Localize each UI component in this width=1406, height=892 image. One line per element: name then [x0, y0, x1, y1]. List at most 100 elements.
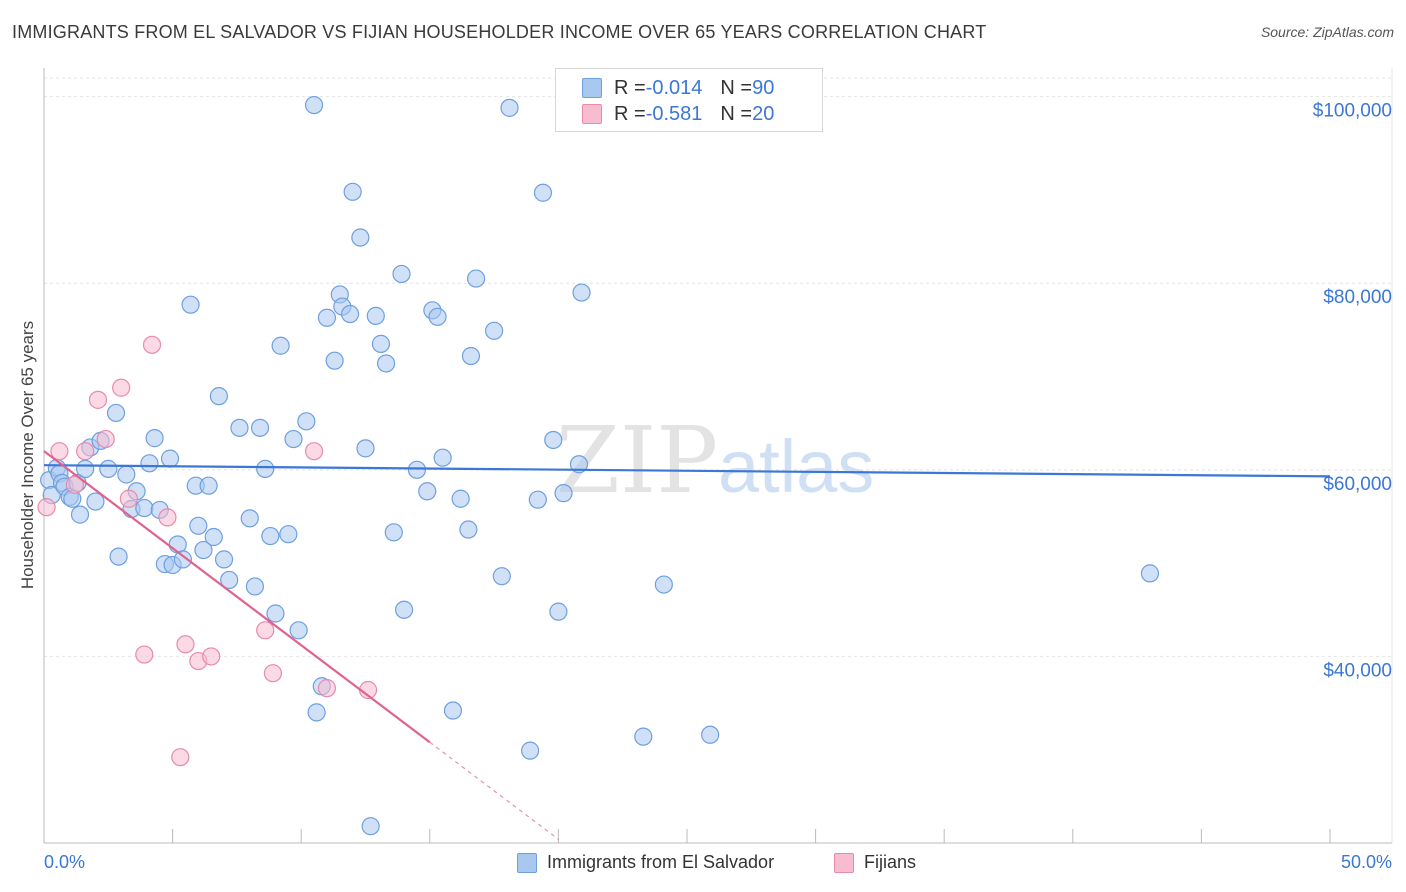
fijian-trend-line	[43, 450, 431, 744]
el-salvador-point	[145, 429, 164, 448]
y-tick-label: $60,000	[1323, 474, 1392, 495]
el-salvador-point	[76, 459, 95, 478]
legend-n-label: N =	[720, 102, 753, 125]
el-salvador-point	[366, 306, 385, 325]
y-tick-label: $40,000	[1323, 660, 1392, 681]
el-salvador-point	[533, 183, 553, 202]
el-salvador-point	[634, 727, 653, 746]
el-salvador-point	[492, 567, 511, 586]
legend-r-label: R =	[614, 102, 646, 125]
el-salvador-point	[428, 307, 447, 326]
el-salvador-point	[466, 269, 486, 288]
tick-labels: $40,000 $60,000 $80,000 $100,000 0.0% 50.0%	[44, 101, 1392, 872]
el-salvador-point	[289, 621, 308, 640]
x-tick-label: 0.0%	[44, 852, 85, 872]
el-salvador-point	[220, 570, 239, 590]
el-salvador-point	[99, 459, 118, 478]
el-salvador-point	[70, 505, 90, 524]
el-salvador-point	[384, 523, 403, 542]
el-salvador-point	[240, 509, 259, 528]
el-salvador-point	[1140, 564, 1160, 583]
el-salvador-point	[433, 448, 452, 467]
y-tick-label: $80,000	[1323, 287, 1392, 308]
legend-r-value: -0.014	[645, 76, 703, 99]
el-salvador-point	[392, 264, 411, 284]
fijian-point	[176, 635, 195, 654]
el-salvador-point	[250, 418, 270, 437]
legend-swatch-fijians	[834, 852, 854, 873]
el-salvador-point	[189, 516, 208, 535]
fijian-point	[158, 508, 177, 527]
el-salvador-point	[181, 295, 200, 314]
el-salvador-point	[701, 725, 720, 744]
source-label: Source: ZipAtlas.com	[1260, 24, 1394, 40]
el-salvador-point	[394, 600, 414, 619]
el-salvador-point	[407, 460, 427, 479]
fijian-point	[65, 475, 84, 494]
el-salvador-point	[109, 547, 128, 566]
el-salvador-point	[325, 351, 344, 370]
el-salvador-point	[279, 525, 298, 544]
legend-n-label: N =	[720, 76, 753, 99]
fijian-point	[112, 378, 131, 397]
legend-row-el-salvador: R = -0.014 N = 90	[582, 76, 774, 100]
fijian-point	[88, 390, 108, 409]
el-salvador-point	[304, 95, 324, 115]
legend-label-fijians: Fijians	[864, 852, 917, 872]
el-salvador-point	[549, 602, 568, 621]
el-salvador-point	[106, 403, 126, 423]
el-salvador-point	[343, 182, 362, 201]
el-salvador-point	[86, 492, 105, 511]
el-salvador-point	[351, 228, 370, 247]
el-salvador-point	[245, 577, 265, 596]
el-salvador-point	[569, 455, 589, 474]
el-salvador-point	[204, 527, 223, 547]
el-salvador-point	[376, 354, 396, 373]
legend-swatch-el-salvador	[517, 852, 537, 873]
el-salvador-point	[307, 703, 326, 722]
el-salvador-point	[209, 387, 228, 406]
el-salvador-point	[230, 418, 249, 437]
legend-n-value: 90	[752, 76, 775, 99]
fijian-point	[202, 647, 221, 666]
series-legend: Immigrants from El Salvador Fijians	[0, 852, 1406, 878]
fijian-point	[304, 442, 324, 461]
data-points	[37, 95, 1160, 836]
el-salvador-point	[443, 701, 463, 720]
el-salvador-point	[266, 604, 285, 623]
el-salvador-point	[485, 321, 504, 340]
legend-r-label: R =	[614, 76, 646, 99]
fijian-point	[76, 442, 95, 461]
watermark-atlas: atlas	[718, 425, 874, 508]
el-salvador-point	[199, 476, 218, 495]
fijian-point	[37, 498, 56, 517]
el-salvador-point	[361, 817, 380, 836]
el-salvador-point	[284, 429, 303, 449]
el-salvador-point	[459, 520, 478, 539]
el-salvador-point	[528, 490, 547, 509]
axes	[43, 68, 1392, 844]
el-salvador-point	[544, 430, 563, 450]
el-salvador-point	[173, 550, 192, 569]
el-salvador-point	[160, 449, 180, 468]
el-salvador-point	[500, 98, 519, 117]
el-salvador-point	[654, 575, 673, 594]
el-salvador-point	[572, 283, 591, 302]
legend-item-el-salvador[interactable]: Immigrants from El Salvador	[517, 852, 774, 873]
legend-label-el-salvador: Immigrants from El Salvador	[547, 852, 775, 872]
y-tick-label: $100,000	[1313, 101, 1392, 122]
x-tick-label: 50.0%	[1341, 852, 1392, 872]
el-salvador-point	[356, 439, 375, 458]
el-salvador-point	[418, 482, 437, 501]
fijian-point	[119, 489, 138, 508]
el-salvador-trend-line	[43, 464, 1331, 478]
el-salvador-point	[117, 465, 136, 484]
el-salvador-point	[371, 334, 391, 353]
legend-item-fijians[interactable]: Fijians	[834, 852, 916, 873]
fijian-point	[96, 429, 115, 449]
fijian-point	[50, 442, 69, 461]
el-salvador-point	[135, 498, 154, 518]
correlation-legend: R = -0.014 N = 90 R = -0.581 N = 20	[555, 68, 823, 132]
el-salvador-point	[340, 304, 360, 324]
